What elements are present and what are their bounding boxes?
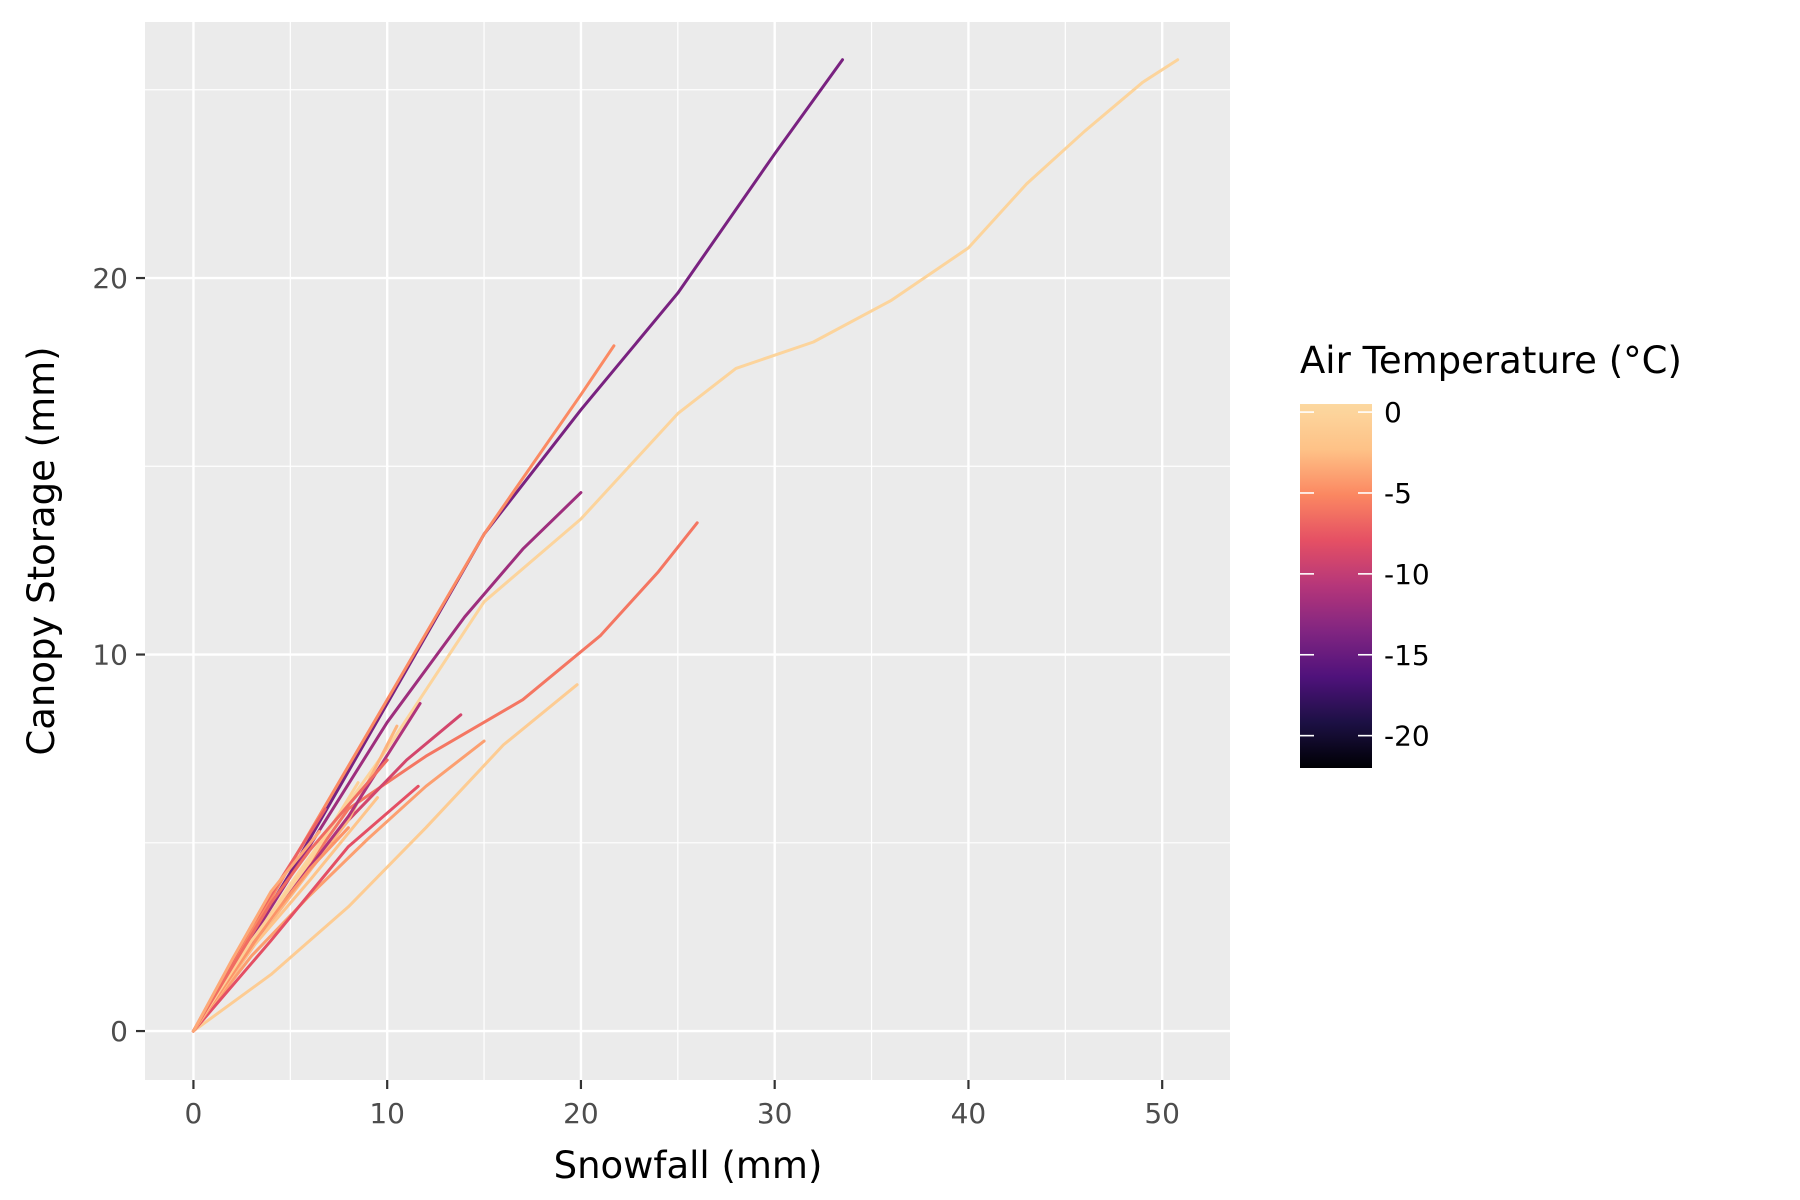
y-tick-label: 20 [92, 262, 128, 295]
x-tick-labels: 0 10 20 30 40 50 [185, 1097, 1180, 1130]
legend-title: Air Temperature (°C) [1300, 339, 1682, 382]
series-line-16 [191, 830, 321, 1033]
y-tick-label: 0 [110, 1015, 128, 1048]
axis-ticks [136, 276, 1164, 1089]
series-line-5 [191, 683, 579, 1033]
series-line-1 [191, 58, 1180, 1033]
legend-tick-label: 0 [1384, 396, 1402, 429]
x-tick-label: 20 [563, 1097, 599, 1130]
x-tick-label: 50 [1144, 1097, 1180, 1130]
legend-tick-label: -10 [1384, 558, 1430, 591]
series-line-8 [191, 739, 486, 1033]
legend: Air Temperature (°C) 0 -5 -10 -15 -20 [1300, 339, 1682, 768]
x-tick-label: 30 [757, 1097, 793, 1130]
legend-ticks: 0 -5 -10 -15 -20 [1300, 396, 1430, 753]
legend-tick-label: -15 [1384, 639, 1430, 672]
series-line-15 [191, 758, 389, 1033]
x-tick-label: 0 [185, 1097, 203, 1130]
series-line-2 [191, 344, 616, 1033]
legend-tick-label: -20 [1384, 720, 1430, 753]
x-tick-label: 40 [951, 1097, 987, 1130]
series-line-3 [191, 491, 583, 1033]
y-tick-labels: 0 10 20 [92, 262, 128, 1048]
series-line-11 [191, 784, 420, 1033]
plot-panel [145, 22, 1230, 1080]
legend-tick-label: -5 [1384, 477, 1412, 510]
series-layer [191, 58, 1180, 1033]
y-tick-label: 10 [92, 639, 128, 672]
legend-colorbar [1300, 404, 1372, 768]
x-axis-title: Snowfall (mm) [554, 1144, 823, 1187]
series-line-0 [191, 58, 844, 1033]
y-axis-title: Canopy Storage (mm) [20, 346, 63, 755]
x-tick-label: 10 [369, 1097, 405, 1130]
